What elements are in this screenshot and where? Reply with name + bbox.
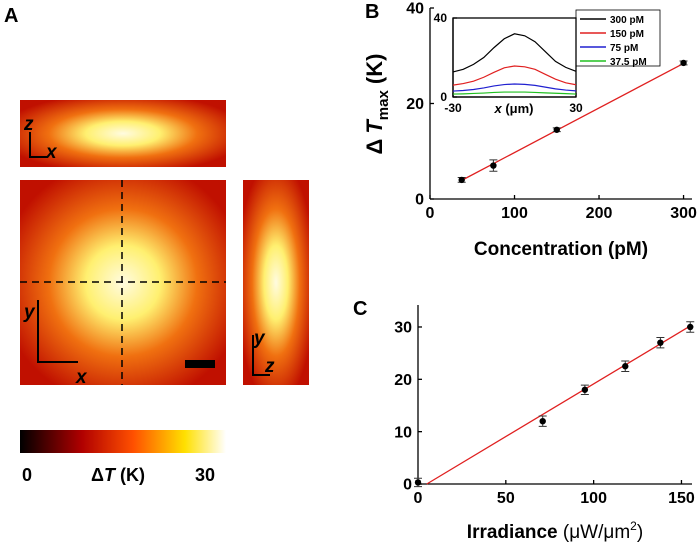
series-line xyxy=(452,33,577,73)
colorbar-label: ΔT (K) xyxy=(91,465,145,485)
point xyxy=(490,162,497,169)
x-tick-label: 300 xyxy=(670,205,697,222)
fit-line xyxy=(426,325,691,485)
label-part: max xyxy=(375,90,392,121)
y-tick-label: 0 xyxy=(440,90,447,104)
label-part: T xyxy=(104,465,117,485)
series-line xyxy=(452,91,577,95)
xz-image xyxy=(20,100,226,167)
panel-label: B xyxy=(365,1,379,23)
y-tick-label: 0 xyxy=(403,477,412,494)
x-tick-label: 0 xyxy=(426,205,435,222)
point xyxy=(553,126,560,133)
point xyxy=(539,417,546,425)
view-axis-label: x xyxy=(75,367,88,388)
x-tick-label: 0 xyxy=(414,490,423,507)
x-tick-label: 100 xyxy=(580,490,607,507)
point xyxy=(680,59,687,67)
y-tick-label: 40 xyxy=(434,11,448,25)
label-part: T xyxy=(362,119,387,134)
label-part: Δ xyxy=(91,465,104,485)
legend-box xyxy=(575,9,661,67)
legend-label: 37.5 pM xyxy=(610,57,647,68)
view-axis-label: z xyxy=(23,114,34,135)
view-axis-label: y xyxy=(253,328,266,349)
view-axis-label: x xyxy=(45,142,58,163)
label-part: (μW/μm xyxy=(563,522,630,543)
x-tick-label: 30 xyxy=(569,101,583,115)
label-part: (K) xyxy=(115,465,145,485)
label-part: (K) xyxy=(362,54,387,91)
view-axis-label: y xyxy=(23,302,36,323)
y-tick-label: 30 xyxy=(394,320,412,337)
axes-box xyxy=(452,17,577,98)
colorbar-tick-label: 0 xyxy=(22,465,32,485)
label-part: x xyxy=(493,101,502,116)
x-tick-label: 100 xyxy=(501,205,528,222)
y-tick-label: 40 xyxy=(406,1,424,18)
legend-label: 300 pM xyxy=(610,15,644,26)
x-tick-label: -30 xyxy=(444,101,462,115)
x-axis-label: Concentration (pM) xyxy=(474,239,648,260)
series-line xyxy=(452,83,577,92)
panel-label: C xyxy=(353,298,367,320)
point xyxy=(458,176,465,184)
label-part: 2 xyxy=(630,519,637,533)
label-part: (μm) xyxy=(502,101,534,116)
legend-label: 75 pM xyxy=(610,43,638,54)
series-line xyxy=(452,65,577,86)
point xyxy=(414,479,422,486)
y-tick-label: 20 xyxy=(406,96,424,113)
panel-label: A xyxy=(4,5,18,27)
label-part: Irradiance xyxy=(467,522,563,543)
point xyxy=(622,363,629,370)
point xyxy=(687,323,694,331)
point xyxy=(657,339,664,346)
legend-label: 150 pM xyxy=(610,29,644,40)
x-axis-label: x (μm) xyxy=(493,101,533,116)
label-part: ) xyxy=(637,522,643,543)
colorbar xyxy=(20,430,226,453)
x-tick-label: 150 xyxy=(668,490,695,507)
view-axis-label: z xyxy=(264,356,275,377)
y-axis-label: ΔTmax (K) xyxy=(362,54,392,155)
x-tick-label: 200 xyxy=(586,205,613,222)
scale-bar xyxy=(185,360,215,368)
point xyxy=(581,386,589,393)
y-tick-label: 0 xyxy=(415,192,424,209)
x-axis-label: Irradiance (μW/μm2) xyxy=(467,519,643,543)
x-tick-label: 50 xyxy=(497,490,515,507)
view-axes xyxy=(29,132,270,376)
colorbar-tick-label: 30 xyxy=(195,465,215,485)
label-part: Δ xyxy=(362,139,387,155)
y-tick-label: 20 xyxy=(394,372,412,389)
fit-line xyxy=(461,62,684,181)
y-tick-label: 10 xyxy=(394,424,412,441)
